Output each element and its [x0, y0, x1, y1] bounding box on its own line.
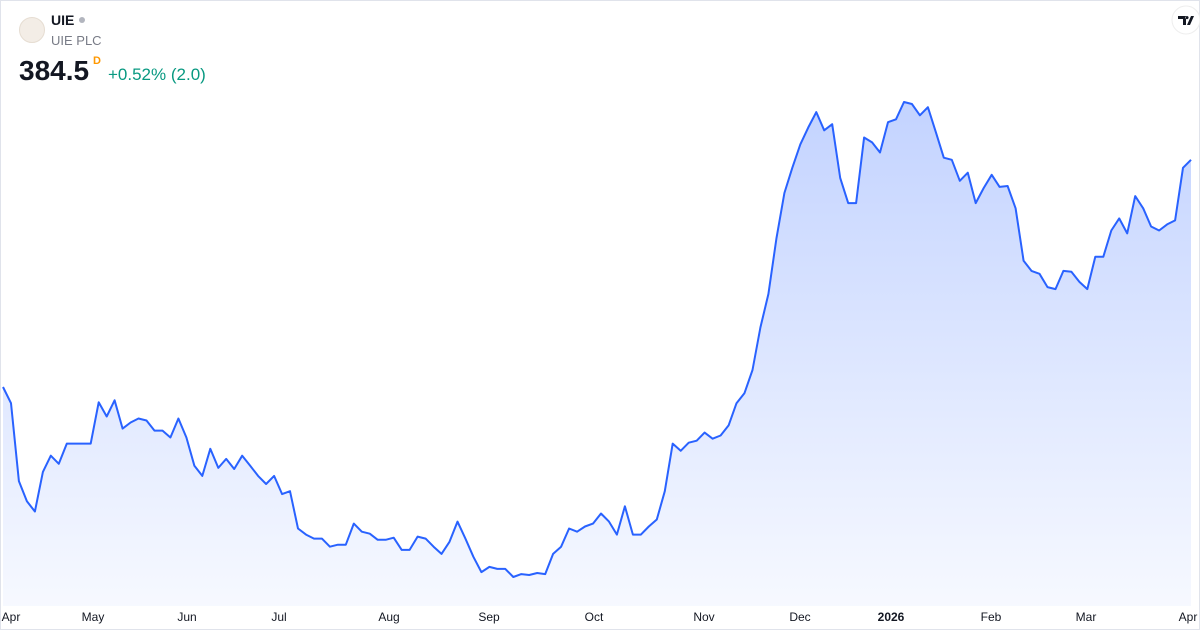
x-tick-label: Feb: [981, 610, 1002, 624]
x-tick-label: Apr: [2, 610, 21, 624]
symbol: UIE: [51, 12, 75, 28]
interval: D: [93, 55, 101, 67]
x-tick-label: Dec: [789, 610, 810, 624]
x-tick-label: Jun: [177, 610, 196, 624]
last-price: 384.5: [19, 55, 90, 86]
x-tick-label: Oct: [585, 610, 604, 624]
tradingview-logo[interactable]: [1171, 5, 1200, 35]
symbol-name: UIE PLC: [51, 33, 102, 48]
price-change: +0.52% (2.0): [108, 65, 206, 84]
status-dot: [79, 17, 85, 23]
price-line: [2, 101, 1192, 578]
symbol-logo: [19, 17, 45, 43]
x-tick-label: Jul: [271, 610, 286, 624]
x-tick-label: 2026: [878, 610, 905, 624]
x-tick-label: Mar: [1076, 610, 1097, 624]
x-tick-label: Nov: [693, 610, 714, 624]
area-fill: [3, 102, 1191, 606]
x-tick-label: Sep: [478, 610, 500, 624]
x-tick-label: May: [82, 610, 105, 624]
x-tick-label: Apr: [1179, 610, 1198, 624]
x-tick-label: Aug: [378, 610, 399, 624]
